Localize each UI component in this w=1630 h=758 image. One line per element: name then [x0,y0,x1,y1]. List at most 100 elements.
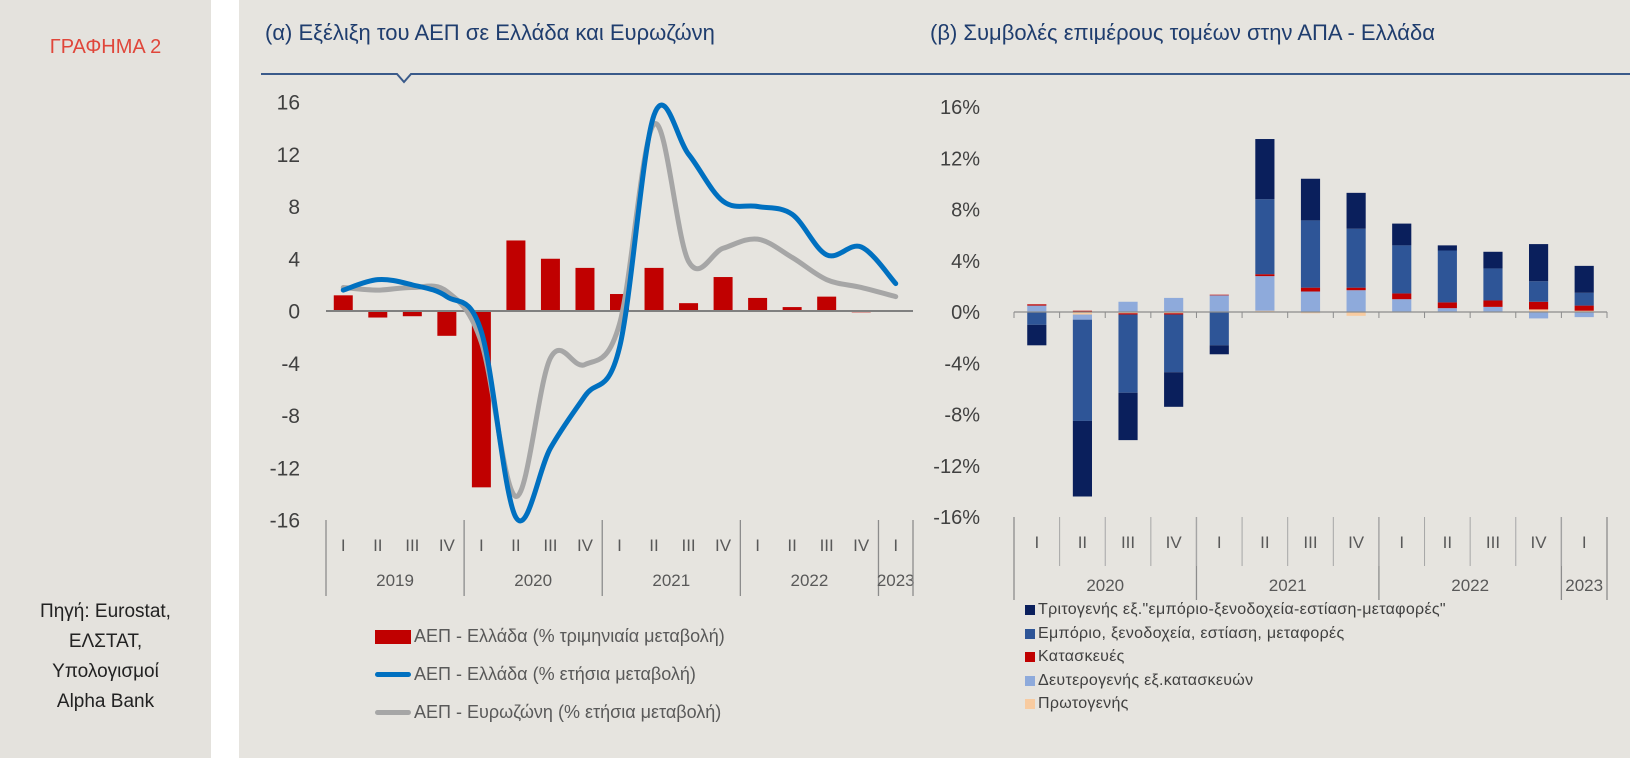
legend-swatch [1025,605,1035,615]
line-annual-greece [340,102,899,524]
stacked-bar-segment [1118,313,1138,315]
x-quarter-label: III [1121,533,1135,552]
x-year-label: 2021 [652,571,690,590]
x-quarter-label: III [1486,533,1500,552]
main-panel [239,0,1630,758]
y-tick-label: 12% [940,148,980,170]
stacked-bar-segment [1483,251,1503,269]
source-note: Πηγή: Eurostat, ΕΛΣΤΑΤ, Υπολογισμοί Alph… [0,597,211,717]
x-quarter-label: I [617,536,622,555]
stacked-bar-segment [1392,293,1412,300]
legend-swatch [1025,652,1035,662]
y-tick-label: -16 [270,510,300,533]
x-quarter-label: II [649,536,658,555]
x-quarter-label: IV [577,536,594,555]
stacked-bar-segment [1027,305,1047,312]
stacked-bar-segment [1346,287,1366,291]
stacked-bar-segment [1346,290,1366,312]
stacked-bar-segment [1483,300,1503,307]
x-quarter-label: IV [1348,533,1365,552]
legend-swatch [1025,699,1035,709]
legend-label: ΑΕΠ - Ευρωζώνη (% ετήσια μεταβολή) [414,702,722,722]
stacked-bar-segment [1300,220,1321,288]
stacked-bar-segment [1027,304,1047,306]
stacked-bar-segment [1346,192,1366,229]
stacked-bar-segment [1118,314,1138,393]
stacked-bar-segment [1209,295,1229,312]
chart-b-title: (β) Συμβολές επιμέρους τομέων στην ΑΠΑ -… [930,20,1435,45]
x-quarter-label: IV [439,536,456,555]
stacked-bar-segment [1346,228,1366,288]
stacked-bar-segment [1346,312,1366,316]
bar-quarterly-greece [748,297,768,311]
legend-label: Εμπόριο, ξενοδοχεία, εστίαση, μεταφορές [1038,624,1345,642]
y-tick-label: 16% [940,97,980,119]
y-tick-label: 4% [951,251,980,273]
stacked-bar-segment [1300,178,1321,221]
x-quarter-label: III [543,536,557,555]
y-tick-label: -8% [944,405,980,427]
x-quarter-label: III [820,536,834,555]
stacked-bar-segment [1392,299,1412,312]
stacked-bar-segment [1255,276,1275,311]
y-tick-label: 0% [951,302,980,324]
x-year-label: 2023 [1565,576,1603,595]
x-quarter-label: I [755,536,760,555]
x-quarter-label: II [373,536,382,555]
legend-item: ΑΕΠ - Ελλάδα (% τριμηνιαία μεταβολή) [375,626,725,647]
source-line: Πηγή: Eurostat, [40,601,171,622]
header-rule [261,73,1630,84]
stacked-bar-segment [1027,324,1047,346]
source-line: ΕΛΣΤΑΤ, [68,631,143,652]
x-year-label: 2019 [376,571,414,590]
legend-item: Κατασκευές [1025,648,1125,666]
x-quarter-label: I [1399,533,1404,552]
x-year-label: 2020 [514,571,552,590]
stacked-bar-segment [1118,301,1138,312]
x-quarter-label: II [1078,533,1087,552]
stacked-bar-segment [1255,199,1275,275]
stacked-bar-segment [1072,312,1093,315]
stacked-bar-segment [1072,420,1093,497]
legend-bar-swatch [375,629,411,644]
y-tick-label: 8 [288,196,300,219]
stacked-bar-segment [1072,314,1093,320]
stacked-bar-segment [1528,312,1549,319]
stacked-bar-segment [1574,312,1594,318]
stacked-bar-segment [1483,268,1503,301]
legend-label: Δευτερογενής εξ.κατασκευών [1038,671,1254,689]
stacked-bar-segment [1164,313,1184,315]
bar-quarterly-greece [368,311,388,318]
legend-item: Δευτερογενής εξ.κατασκευών [1025,672,1253,690]
stacked-bar-segment [1528,309,1549,312]
y-tick-label: 16 [277,92,300,115]
legend-label: Πρωτογενής [1038,695,1129,712]
y-tick-label: -12% [933,456,980,478]
stacked-bar-segment [1027,312,1047,325]
x-quarter-label: IV [715,536,732,555]
chart-b: 16%12%8%4%0%-4%-8%-12%-16%I II III IV I II III… [933,97,1608,600]
bar-quarterly-greece [817,296,837,311]
bar-quarterly-greece [679,303,699,311]
bar-quarterly-greece [644,267,664,311]
x-quarter-label: II [1443,533,1452,552]
x-quarter-label: I [1217,533,1222,552]
x-quarter-label: IV [1531,533,1548,552]
x-quarter-label: III [1303,533,1317,552]
x-quarter-label: IV [1166,533,1183,552]
source-line: Υπολογισμοί [52,661,159,682]
line-annual-eurozone [340,121,899,499]
legend-swatch [1025,628,1035,639]
x-quarter-label: I [893,536,898,555]
stacked-bar-segment [1118,392,1138,441]
x-year-label: 2020 [1086,576,1124,595]
x-quarter-label: I [1034,533,1039,552]
bar-quarterly-greece [575,267,595,311]
stacked-bar-segment [1437,308,1457,312]
y-tick-label: 8% [951,200,980,222]
stacked-bar-segment [1209,345,1229,355]
stacked-bar-segment [1392,245,1412,294]
legend-line-swatch [375,710,411,715]
